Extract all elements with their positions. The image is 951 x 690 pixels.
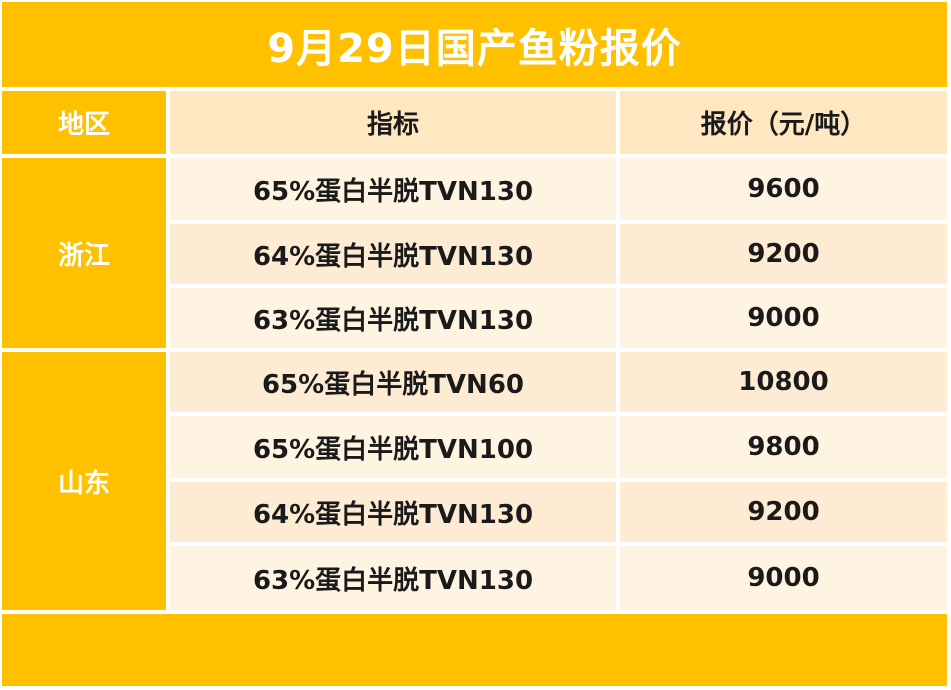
- table-footer-bar: [2, 614, 947, 686]
- table-row-price: 9800: [620, 416, 947, 478]
- table-row-spec: 65%蛋白半脱TVN130: [170, 158, 616, 220]
- table-row-price: 9000: [620, 288, 947, 348]
- table-row-price: 9600: [620, 158, 947, 220]
- region-zhejiang: 浙江: [2, 158, 166, 348]
- table-row-spec: 64%蛋白半脱TVN130: [170, 224, 616, 284]
- table-row-price: 9200: [620, 224, 947, 284]
- table-row-spec: 63%蛋白半脱TVN130: [170, 288, 616, 348]
- header-region: 地区: [2, 91, 166, 154]
- table-row-spec: 65%蛋白半脱TVN60: [170, 352, 616, 412]
- table-row-spec: 64%蛋白半脱TVN130: [170, 482, 616, 542]
- table-row-price: 9200: [620, 482, 947, 542]
- table-row-price: 9000: [620, 546, 947, 610]
- table-row-spec: 65%蛋白半脱TVN100: [170, 416, 616, 478]
- header-price: 报价（元/吨）: [620, 91, 947, 154]
- table-row-price: 10800: [620, 352, 947, 412]
- header-spec: 指标: [170, 91, 616, 154]
- table-title: 9月29日国产鱼粉报价: [2, 2, 947, 87]
- table-row-spec: 63%蛋白半脱TVN130: [170, 546, 616, 610]
- region-shandong: 山东: [2, 352, 166, 610]
